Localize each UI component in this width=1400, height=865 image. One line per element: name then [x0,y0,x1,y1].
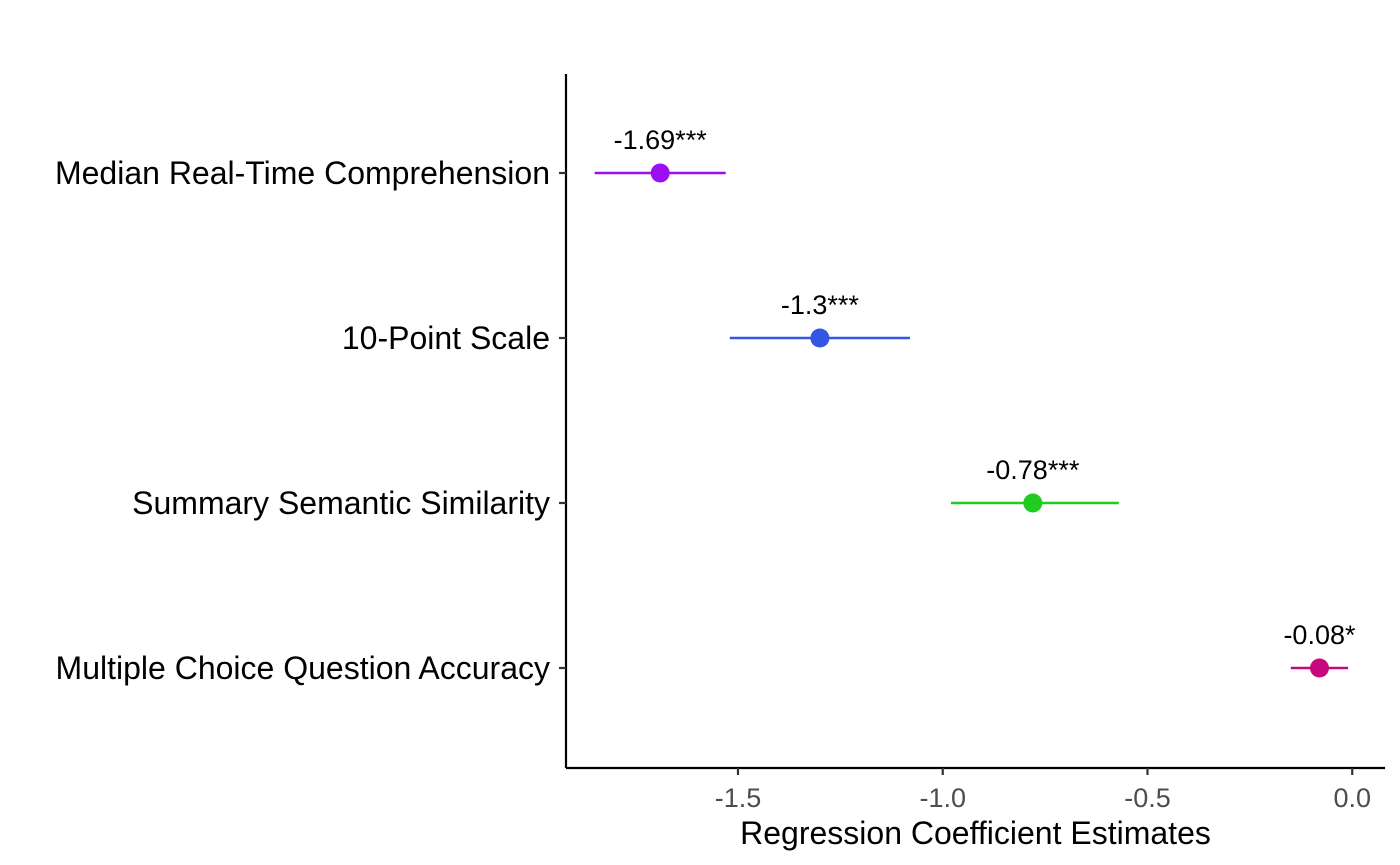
category-labels: Median Real-Time Comprehension 10-Point S… [55,155,566,686]
point-estimate [1309,658,1329,678]
data-label: -1.3*** [781,290,860,320]
category-label: Median Real-Time Comprehension [55,155,550,191]
x-tick-label: 0.0 [1333,783,1371,813]
x-axis-title: Regression Coefficient Estimates [740,815,1211,851]
data-label: -1.69*** [614,125,708,155]
point-estimate [810,328,830,348]
category-label: Summary Semantic Similarity [132,485,550,521]
point-estimate [650,163,670,183]
category-label: Multiple Choice Question Accuracy [56,650,550,686]
point-estimate [1023,493,1043,513]
category-label: 10-Point Scale [342,320,550,356]
x-tick-label: -0.5 [1124,783,1171,813]
x-tick-label: -1.5 [715,783,762,813]
plot-marks: -1.69*** -1.3*** -0.78*** -0.08* [594,125,1356,678]
x-ticks: -1.5 -1.0 -0.5 0.0 [715,768,1371,813]
data-label: -0.08* [1283,620,1356,650]
data-label: -0.78*** [986,455,1080,485]
x-tick-label: -1.0 [919,783,966,813]
